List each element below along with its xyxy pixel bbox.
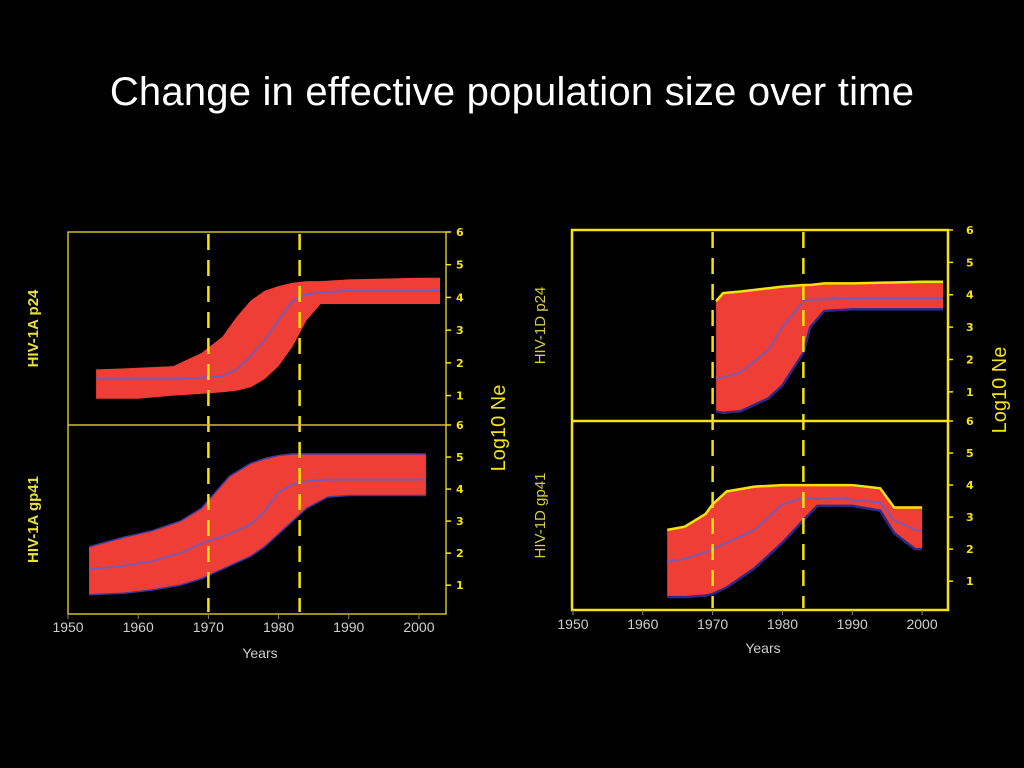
x-tick-label: 1990 [333, 619, 364, 635]
row-label-0: HIV-1A p24 [25, 289, 42, 367]
y-tick-label: 6 [456, 226, 464, 239]
x-tick-label: 1950 [557, 616, 588, 632]
y-tick-label: 3 [456, 515, 464, 528]
x-tick-label: 1980 [263, 619, 294, 635]
y-tick-label: 2 [966, 543, 974, 556]
row-label-1: HIV-1D gp41 [532, 473, 549, 559]
y-tick-label: 4 [456, 483, 464, 496]
y-tick-label: 3 [456, 324, 464, 337]
lower-edge-0 [715, 308, 944, 415]
ci-band-0 [96, 277, 440, 399]
median-line-0 [96, 289, 440, 381]
x-axis-label: Years [242, 645, 277, 661]
y-tick-label: 6 [966, 224, 974, 237]
y-tick-label: 5 [456, 451, 464, 464]
x-tick-label: 1970 [193, 619, 224, 635]
x-tick-label: 1960 [627, 616, 658, 632]
y-tick-label: 2 [966, 353, 974, 366]
y-tick-label: 2 [456, 357, 464, 370]
x-tick-label: 1980 [767, 616, 798, 632]
y-tick-label: 3 [966, 511, 974, 524]
row-label-1: HIV-1A gp41 [25, 476, 42, 563]
y-tick-label: 5 [966, 256, 974, 269]
y-axis-label: Log10 Ne [488, 385, 510, 472]
x-axis-label: Years [745, 640, 780, 656]
y-tick-label: 1 [456, 390, 464, 403]
median-line-1 [89, 478, 426, 571]
y-tick-label: 4 [456, 291, 464, 304]
upper-edge-1 [667, 483, 923, 532]
x-tick-label: 1970 [697, 616, 728, 632]
x-tick-label: 1990 [837, 616, 868, 632]
y-tick-label: 6 [456, 419, 464, 432]
ci-band-1 [89, 453, 426, 595]
slide-title: Change in effective population size over… [109, 70, 915, 114]
y-tick-label: 5 [456, 259, 464, 272]
y-tick-label: 3 [966, 321, 974, 334]
median-line-0 [715, 297, 943, 380]
x-tick-label: 1950 [52, 619, 83, 635]
upper-edge-1 [88, 453, 426, 548]
y-tick-label: 4 [966, 289, 974, 302]
x-tick-label: 1960 [123, 619, 154, 635]
y-tick-label: 2 [456, 547, 464, 560]
ci-band-0 [716, 281, 943, 413]
lower-edge-1 [89, 494, 426, 596]
lower-edge-1 [667, 504, 923, 599]
y-tick-label: 6 [966, 415, 974, 428]
x-tick-label: 2000 [906, 616, 937, 632]
left-panel: 1 2 3 4 5 6 1 2 3 4 5 6 1950 1960 1970 1980 1990 2000 Year… [25, 226, 510, 661]
plot-frame [67, 231, 447, 615]
x-tick-label: 2000 [403, 619, 434, 635]
row-label-0: HIV-1D p24 [532, 287, 549, 365]
y-tick-label: 1 [966, 575, 974, 588]
median-line-1 [667, 496, 923, 563]
right-panel: 1 2 3 4 5 6 1 2 3 4 5 6 1950 1960 1970 1980 1990 2000 Year… [532, 224, 1011, 656]
ci-band-1 [667, 485, 923, 598]
y-tick-label: 1 [966, 386, 974, 399]
y-tick-label: 5 [966, 447, 974, 460]
y-tick-label: 4 [966, 479, 974, 492]
y-tick-label: 1 [456, 579, 464, 592]
y-axis-label: Log10 Ne [989, 347, 1011, 434]
